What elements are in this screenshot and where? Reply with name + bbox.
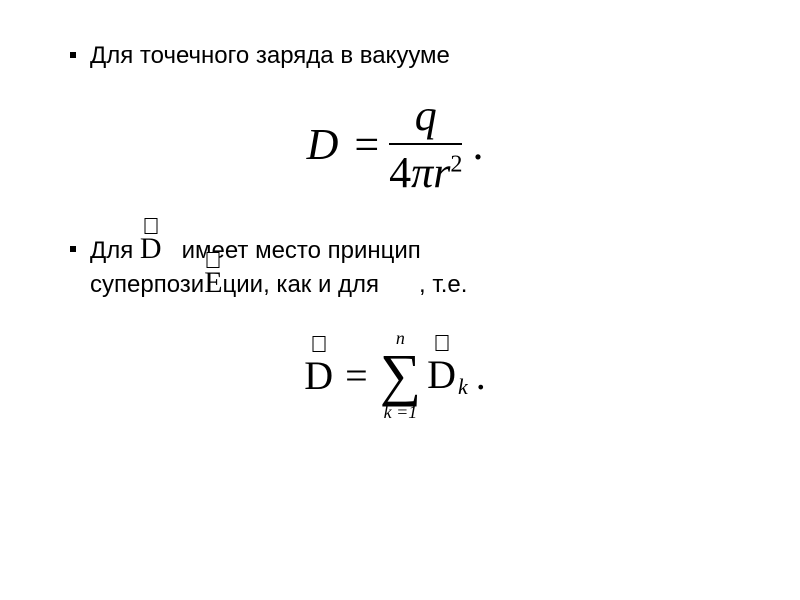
eq2-sum-index: k [384, 402, 392, 422]
eq1-den-pi: π [411, 148, 433, 197]
bullet-dot-icon [70, 52, 76, 58]
eq1-denominator: 4πr2 [389, 145, 462, 198]
bullet-2-pre: Для [90, 237, 140, 264]
bullet-2-text: Для D имеет место принципсуперпозиEции, … [90, 234, 467, 301]
equation-2: D = n ∑ k =1 D k . [70, 329, 720, 421]
eq1-lhs: D [307, 119, 345, 170]
vector-placeholder-icon [435, 335, 448, 351]
vector-E-inline: E [204, 268, 222, 298]
eq2-sum-start: 1 [408, 402, 417, 422]
vector-placeholder-icon [144, 218, 157, 234]
equals-sign: = [344, 119, 389, 170]
vector-placeholder-icon [207, 252, 220, 268]
eq1-period: . [462, 119, 483, 170]
eq1-den-coeff: 4 [389, 148, 411, 197]
eq2-lhs-vector: D [304, 352, 333, 399]
vector-D-letter: D [140, 232, 162, 265]
eq2-term-base: D [427, 352, 456, 397]
bullet-1: Для точечного заряда в вакууме [70, 40, 720, 72]
vector-placeholder-icon [312, 336, 325, 352]
eq1-den-exp: 2 [450, 151, 462, 178]
eq1-fraction: q 4πr2 [389, 90, 462, 198]
eq2-lhs: D [304, 353, 333, 398]
bullet-dot-icon [70, 246, 76, 252]
eq2-sum: n ∑ k =1 [380, 329, 421, 421]
sigma-icon: ∑ [380, 349, 421, 401]
equation-1: D = q 4πr2 . [70, 90, 720, 198]
equals-sign: = [333, 352, 380, 399]
eq2-term-sub: k [456, 374, 468, 399]
vector-D-inline: D [140, 234, 162, 264]
eq2-sum-lower: k =1 [384, 403, 418, 421]
slide: Для точечного заряда в вакууме D = q 4πr… [0, 0, 800, 600]
eq2-term: D k [421, 351, 468, 400]
eq1-den-var: r [433, 148, 450, 197]
eq2-term-vector: D [427, 351, 456, 398]
eq2-sum-eq: = [392, 402, 409, 422]
bullet-1-text: Для точечного заряда в вакууме [90, 40, 450, 72]
vector-E-letter: E [204, 266, 222, 299]
eq1-numerator: q [399, 90, 453, 143]
eq2-period: . [468, 352, 486, 399]
bullet-2: Для D имеет место принципсуперпозиEции, … [70, 234, 720, 301]
